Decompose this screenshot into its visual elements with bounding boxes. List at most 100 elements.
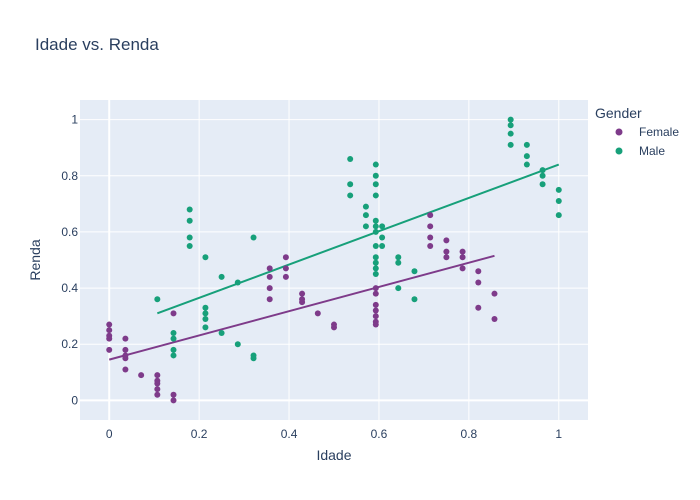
legend[interactable]: Gender Female Male <box>595 105 679 158</box>
y-tick-label: 0.6 <box>61 225 78 239</box>
male-point <box>372 242 379 249</box>
y-tick-label: 0 <box>71 393 78 407</box>
y-tick-label: 0.8 <box>61 169 78 183</box>
plot-area <box>80 100 588 420</box>
x-tick-label: 0.8 <box>461 427 478 441</box>
male-point <box>362 212 369 219</box>
female-point <box>331 324 337 331</box>
y-tick-label: 1 <box>71 113 78 127</box>
male-point <box>186 242 193 249</box>
male-point <box>250 355 257 362</box>
male-point <box>170 329 177 336</box>
female-point <box>122 355 129 362</box>
male-point <box>347 192 354 199</box>
male-point <box>234 341 241 348</box>
female-point <box>106 327 113 334</box>
female-point <box>427 234 434 241</box>
male-point <box>372 228 379 235</box>
male-point <box>395 254 402 261</box>
female-point <box>282 254 289 261</box>
female-point <box>170 391 177 398</box>
female-point <box>138 372 145 379</box>
female-point <box>299 299 306 306</box>
female-point <box>427 223 434 230</box>
male-point <box>372 192 379 199</box>
male-point <box>539 172 546 179</box>
male-point <box>202 254 209 261</box>
female-point <box>299 290 306 297</box>
grid <box>80 100 588 420</box>
male-point <box>507 122 514 129</box>
female-point <box>154 386 161 393</box>
female-point <box>266 265 273 272</box>
male-point <box>379 223 386 230</box>
x-tick-label: 0.2 <box>191 427 208 441</box>
female-point <box>170 397 177 404</box>
female-point <box>372 321 379 328</box>
male-point <box>372 217 379 224</box>
y-tick-label: 0.2 <box>61 337 78 351</box>
male-point <box>218 329 225 336</box>
female-point <box>106 346 113 353</box>
female-point <box>122 335 129 342</box>
male-point <box>523 141 530 148</box>
male-point <box>202 315 209 322</box>
female-point <box>427 212 434 219</box>
male-point <box>170 346 177 353</box>
male-trendline <box>156 163 560 315</box>
male-point <box>539 167 546 174</box>
female-point <box>282 273 289 280</box>
female-point <box>475 268 482 275</box>
male-point <box>379 242 386 249</box>
male-point <box>202 324 209 331</box>
female-point <box>459 248 466 255</box>
chart-title: Idade vs. Renda <box>35 35 159 54</box>
male-point <box>411 268 418 275</box>
y-axis-title: Renda <box>27 239 43 280</box>
data-points <box>106 116 562 404</box>
female-point <box>106 321 113 328</box>
tick-labels: 0 0.2 0.4 0.6 0.8 1 0 0.2 0.4 0.6 0.8 1 <box>61 113 562 441</box>
male-point <box>372 181 379 188</box>
female-trendline <box>108 254 495 361</box>
female-point <box>154 380 161 387</box>
female-point <box>314 310 321 317</box>
male-point <box>170 335 177 342</box>
female-point <box>491 315 498 322</box>
male-point <box>523 161 530 168</box>
x-tick-label: 0.4 <box>281 427 298 441</box>
male-point <box>372 223 379 230</box>
female-legend-label: Female <box>639 125 679 139</box>
female-point <box>372 285 379 292</box>
female-point <box>475 304 482 311</box>
x-tick-label: 1 <box>555 427 562 441</box>
male-point <box>250 234 257 241</box>
female-point <box>170 310 177 317</box>
female-point <box>266 273 273 280</box>
male-point <box>362 203 369 210</box>
female-point <box>491 290 498 297</box>
male-point <box>347 181 354 188</box>
male-point <box>372 172 379 179</box>
male-point <box>555 198 562 205</box>
female-point <box>443 248 450 255</box>
male-point <box>347 155 354 162</box>
male-point <box>372 271 379 278</box>
y-tick-label: 0.4 <box>61 281 78 295</box>
female-point <box>443 254 450 261</box>
male-point <box>539 181 546 188</box>
male-point <box>202 304 209 311</box>
male-point <box>170 352 177 359</box>
male-point <box>523 153 530 160</box>
female-point <box>266 285 273 292</box>
female-legend-marker <box>615 128 623 136</box>
x-axis-title: Idade <box>316 447 351 463</box>
female-point <box>459 265 466 272</box>
female-point <box>282 265 289 272</box>
legend-title: Gender <box>595 105 642 121</box>
male-point <box>154 296 161 303</box>
male-point <box>372 259 379 266</box>
female-point <box>475 279 482 286</box>
male-point <box>395 259 402 266</box>
